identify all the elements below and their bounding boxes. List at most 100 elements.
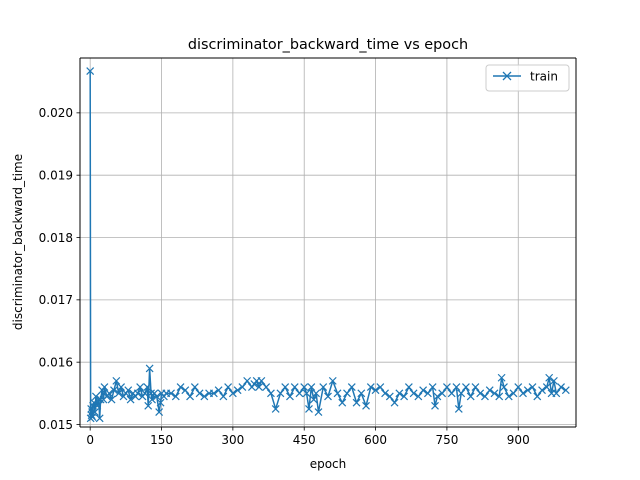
grid	[80, 58, 576, 427]
data-point-marker	[500, 383, 508, 392]
data-point-marker	[504, 392, 513, 401]
data-point-marker	[454, 404, 463, 413]
data-point-marker	[295, 389, 304, 398]
data-point-marker	[404, 383, 413, 392]
y-tick-label: 0.017	[39, 293, 73, 307]
data-point-marker	[309, 395, 318, 404]
data-point-marker	[385, 392, 394, 401]
data-point-marker	[88, 413, 97, 421]
data-point-marker	[124, 386, 133, 395]
data-point-marker	[423, 389, 432, 398]
data-point-marker	[224, 383, 233, 392]
data-point-marker	[276, 389, 285, 398]
x-tick-label: 300	[221, 433, 244, 447]
data-point-marker	[400, 392, 409, 401]
data-point-marker	[286, 392, 294, 401]
data-point-marker	[176, 383, 185, 392]
data-point-marker	[376, 383, 385, 392]
data-point-marker	[509, 389, 518, 398]
data-point-marker	[324, 392, 332, 401]
data-point-marker	[533, 392, 542, 401]
data-point-marker	[409, 389, 418, 398]
data-point-marker	[545, 373, 554, 382]
data-point-marker	[561, 386, 570, 395]
axes-frame	[79, 57, 577, 428]
data-point-marker	[371, 386, 380, 395]
data-point-marker	[395, 389, 404, 398]
data-point-marker	[86, 67, 95, 76]
data-point-marker	[195, 389, 204, 398]
data-point-marker	[262, 383, 271, 392]
legend-box	[485, 64, 570, 92]
data-point-marker	[481, 392, 489, 401]
data-point-marker	[466, 392, 475, 401]
data-point-marker	[328, 376, 337, 385]
data-point-marker	[114, 389, 123, 398]
data-point-marker	[366, 383, 375, 392]
data-point-marker	[442, 383, 451, 392]
legend-label: train	[530, 70, 558, 84]
data-point-marker	[431, 401, 439, 410]
data-point-marker	[93, 401, 102, 410]
data-point-marker	[523, 386, 532, 395]
data-point-marker	[133, 389, 142, 398]
data-point-marker	[233, 386, 242, 395]
data-point-marker	[257, 376, 266, 385]
x-tick-label: 900	[507, 433, 530, 447]
y-tick-label: 0.020	[39, 106, 73, 120]
data-point-marker	[438, 389, 447, 398]
legend-marker-icon	[502, 71, 512, 81]
data-point-marker	[290, 383, 299, 392]
data-point-marker	[307, 383, 316, 392]
data-point-marker	[105, 389, 114, 398]
legend: train	[485, 64, 570, 92]
data-point-marker	[200, 392, 209, 401]
data-point-marker	[471, 383, 480, 392]
data-point-marker	[347, 383, 356, 392]
y-tick-label: 0.018	[39, 231, 73, 245]
data-point-marker	[514, 383, 523, 392]
data-point-marker	[96, 395, 105, 404]
data-point-marker	[352, 398, 361, 407]
data-point-marker	[255, 383, 263, 392]
y-tick-label: 0.016	[39, 355, 73, 369]
data-point-marker	[91, 408, 99, 416]
data-point-marker	[190, 383, 199, 392]
data-point-marker	[186, 392, 194, 401]
data-point-marker	[519, 389, 527, 398]
data-point-marker	[281, 383, 290, 392]
data-point-marker	[333, 389, 342, 398]
data-point-marker	[147, 389, 155, 398]
series-layer	[86, 67, 570, 423]
data-point-marker	[433, 392, 442, 401]
data-point-marker	[126, 395, 135, 404]
data-point-marker	[95, 414, 104, 423]
data-point-marker	[462, 383, 470, 392]
data-point-marker	[156, 398, 165, 407]
data-point-marker	[155, 408, 164, 416]
data-point-marker	[152, 392, 161, 401]
x-tick-label: 0	[86, 433, 94, 447]
data-point-marker	[143, 383, 152, 392]
chart-title: discriminator_backward_time vs epoch	[188, 37, 468, 53]
data-point-marker	[300, 383, 309, 392]
data-point-marker	[219, 392, 228, 401]
data-point-marker	[485, 386, 494, 395]
data-point-marker	[452, 383, 461, 392]
data-point-marker	[243, 376, 252, 385]
data-point-marker	[228, 389, 237, 398]
y-axis-label: discriminator_backward_time	[11, 154, 25, 330]
data-point-marker	[419, 386, 428, 395]
data-point-marker	[266, 389, 275, 398]
data-point-marker	[209, 389, 218, 398]
data-point-marker	[542, 383, 551, 392]
data-point-marker	[167, 389, 175, 398]
x-axis-ticks: 0 150 300 450 600 750 900	[86, 427, 530, 447]
data-point-marker	[271, 404, 280, 413]
x-tick-label: 150	[150, 433, 173, 447]
y-tick-label: 0.019	[39, 168, 73, 182]
data-point-marker	[238, 383, 247, 392]
data-point-marker	[144, 401, 153, 410]
data-point-marker	[171, 392, 180, 401]
